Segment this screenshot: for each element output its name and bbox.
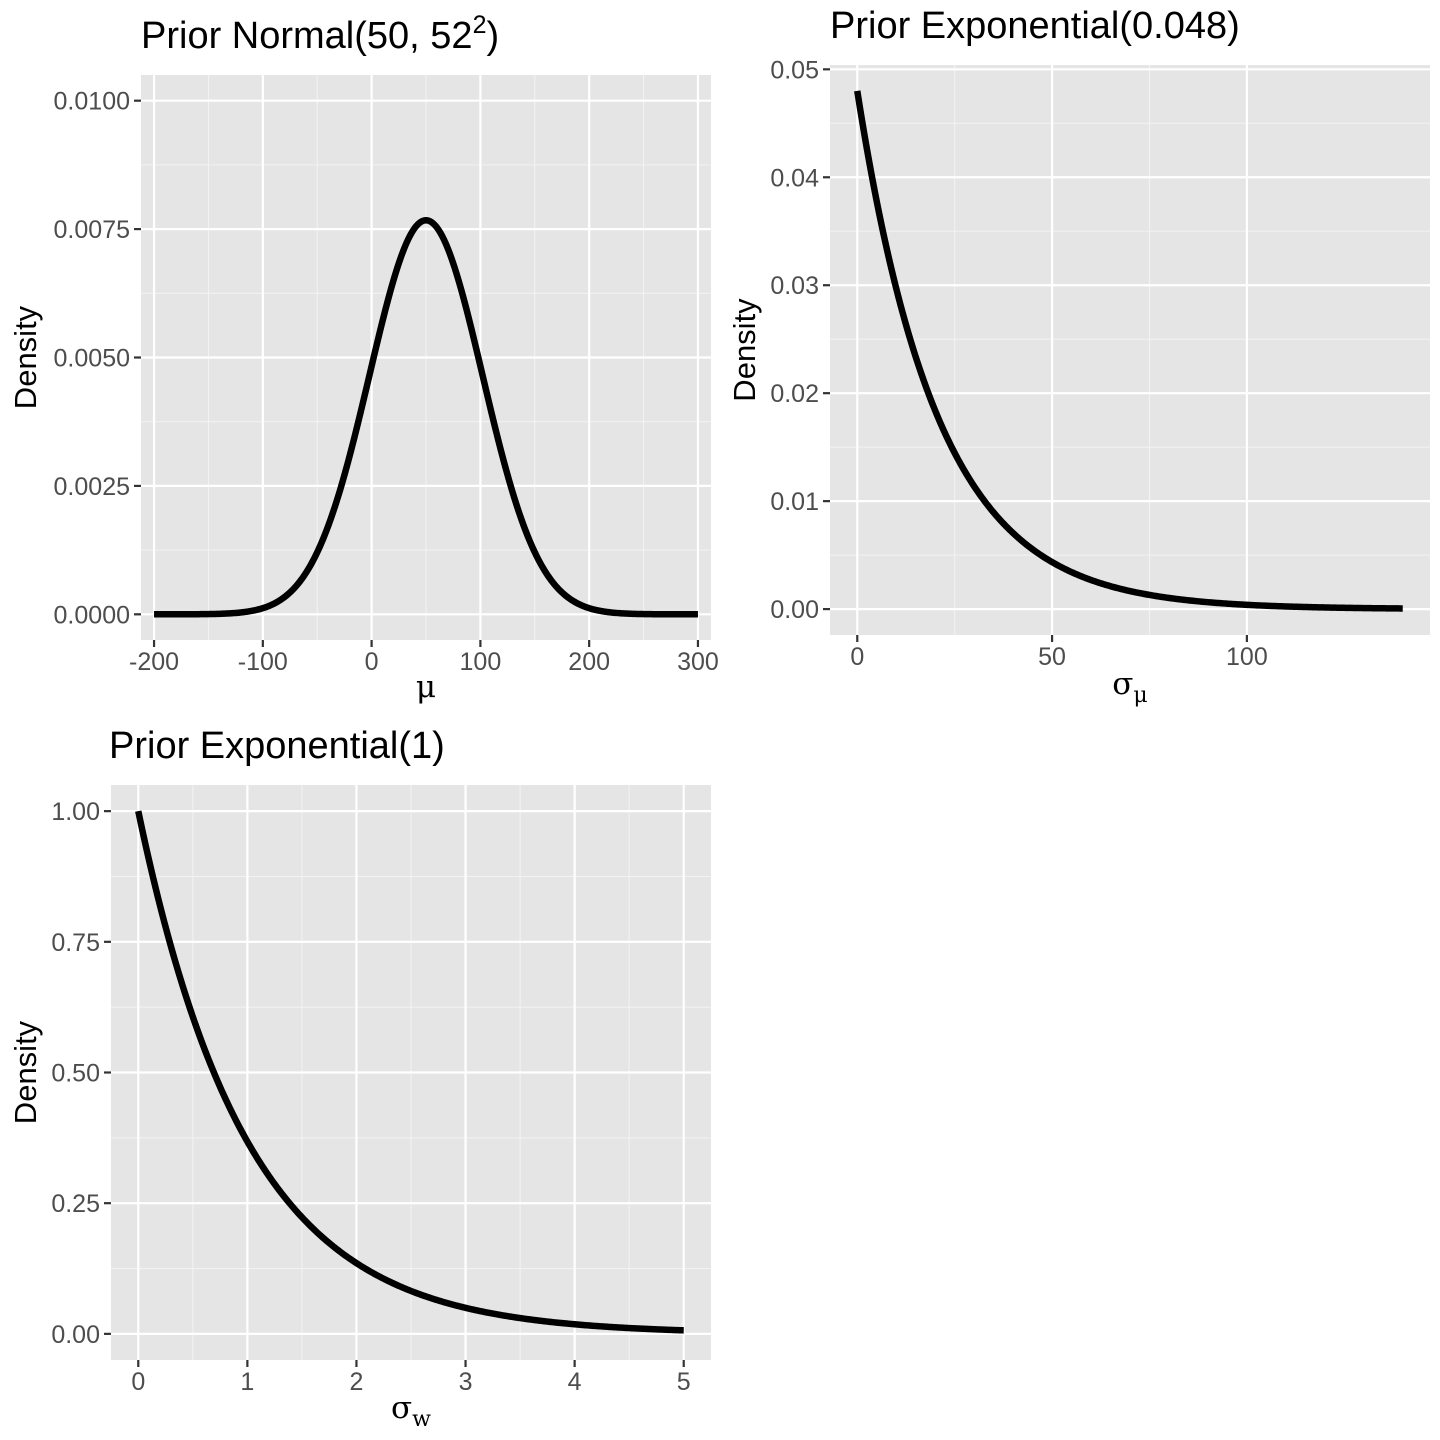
- chart-title: Prior Normal(50, 522): [141, 11, 499, 57]
- y-tick-label: 1.00: [51, 798, 100, 826]
- x-axis-title: σw: [391, 1390, 431, 1432]
- panel-p3: 0 1 2 3 4 5 0.00 0.25 0.50 0.75 1.00 Prior Exponent…: [8, 725, 711, 1432]
- x-tick-label: 0: [365, 648, 379, 676]
- chart-title-text: Prior Exponential(1): [109, 725, 445, 767]
- x-tick-label: 0: [850, 643, 864, 671]
- y-tick-label: 0.50: [51, 1060, 100, 1088]
- x-axis-subscript: μ: [1133, 683, 1147, 708]
- y-axis-title: Density: [8, 1020, 43, 1124]
- panel-background: [830, 65, 1430, 635]
- chart-title-text: Prior Normal(50, 52: [141, 15, 473, 57]
- y-axis-title: Density: [8, 305, 43, 409]
- y-tick-label: 0.0000: [54, 601, 130, 629]
- chart-title: Prior Exponential(1): [109, 725, 445, 767]
- y-tick-label: 0.00: [51, 1321, 100, 1349]
- x-tick-label: 1: [240, 1368, 254, 1396]
- x-axis-title: μ: [416, 669, 436, 705]
- x-tick-label: 100: [1226, 643, 1268, 671]
- x-axis-title: σμ: [1112, 666, 1147, 708]
- panel-p2: 0 50 100 0.00 0.01 0.02 0.03 0.04 0.05 Prior Expo…: [727, 5, 1430, 708]
- y-tick-label: 0.0075: [54, 216, 130, 244]
- x-tick-label: 100: [460, 648, 502, 676]
- x-tick-label: 200: [568, 648, 610, 676]
- x-tick-label: 3: [459, 1368, 473, 1396]
- x-axis-subscript: w: [412, 1407, 431, 1432]
- chart-title-superscript: 2: [473, 11, 487, 39]
- panel-p1: -200 -100 0 100 200 300 0.0000 0.0025 0.0050 0.00…: [8, 11, 719, 705]
- y-tick-label: 0.0025: [54, 473, 130, 501]
- density-curve: [135, 810, 686, 1334]
- chart-title-text: Prior Exponential(0.048): [830, 5, 1240, 47]
- x-tick-label: 300: [677, 648, 719, 676]
- y-tick-label: 0.0100: [54, 88, 130, 116]
- x-axis-symbol: σ: [391, 1390, 412, 1426]
- density-curve: [152, 217, 700, 618]
- x-tick-label: 50: [1038, 643, 1066, 671]
- x-tick-label: 5: [677, 1368, 691, 1396]
- x-tick-label: -100: [238, 648, 288, 676]
- y-tick-label: 0.01: [770, 488, 819, 516]
- y-tick-label: 0.05: [770, 56, 819, 84]
- x-tick-label: 4: [568, 1368, 582, 1396]
- y-tick-label: 0.04: [770, 164, 819, 192]
- y-tick-label: 0.03: [770, 272, 819, 300]
- x-axis-symbol: σ: [1112, 666, 1133, 702]
- x-tick-label: -200: [129, 648, 179, 676]
- y-tick-label: 0.25: [51, 1190, 100, 1218]
- chart-title: Prior Exponential(0.048): [830, 5, 1240, 47]
- x-axis-symbol: μ: [416, 669, 436, 705]
- y-tick-label: 0.0050: [54, 345, 130, 373]
- x-tick-label: 0: [131, 1368, 145, 1396]
- y-tick-label: 0.02: [770, 380, 819, 408]
- y-axis-title: Density: [727, 298, 762, 402]
- y-tick-label: 0.75: [51, 929, 100, 957]
- y-tick-label: 0.00: [770, 596, 819, 624]
- density-curve: [854, 90, 1405, 612]
- chart-title-suffix: ): [486, 15, 499, 57]
- x-tick-label: 2: [350, 1368, 364, 1396]
